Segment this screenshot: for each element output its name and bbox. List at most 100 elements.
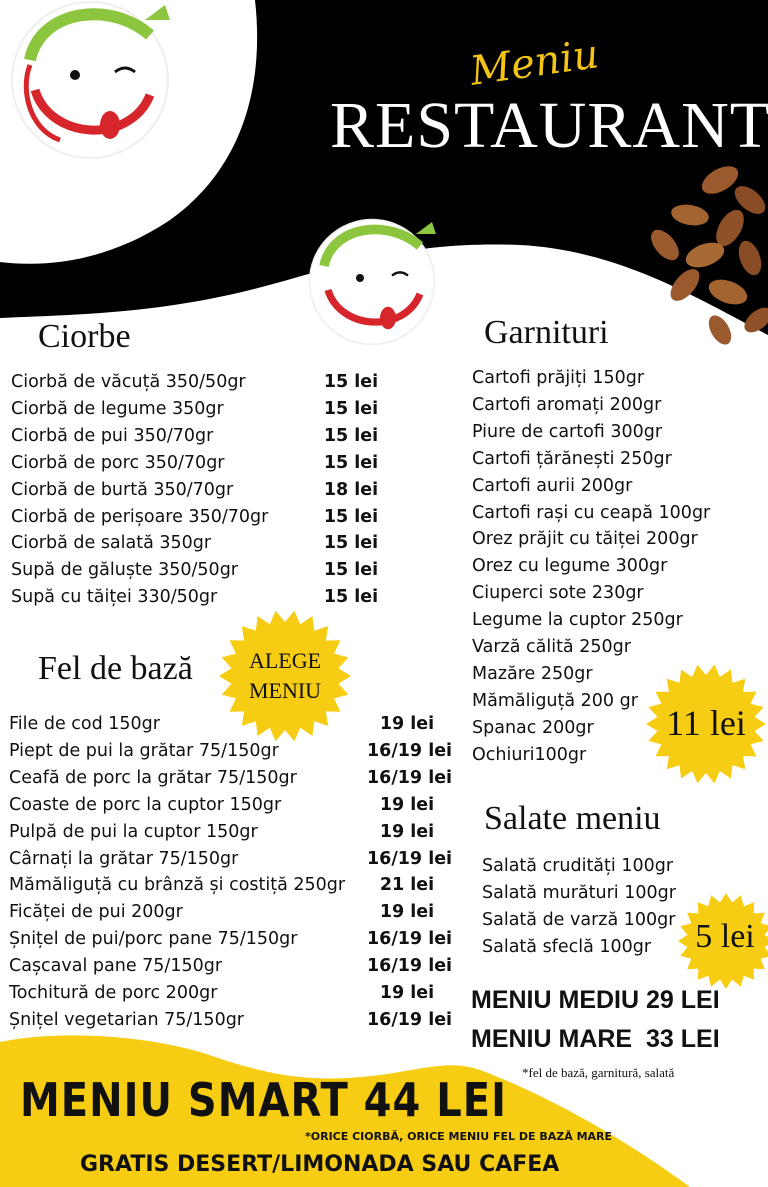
menu-item: Cartofi țărănești 250gr xyxy=(472,446,710,473)
item-name: Ochiuri100gr xyxy=(472,744,587,765)
item-name: Ciorbă de perișoare 350/70gr xyxy=(11,506,269,527)
menu-item: Supă de găluște 350/50gr 15 lei xyxy=(11,557,391,584)
item-price: 19 lei xyxy=(379,983,435,1004)
item-name: Cartofi aurii 200gr xyxy=(472,475,633,496)
item-price: 15 lei xyxy=(323,372,379,392)
menu-item: Piept de pui la grătar 75/150gr 16/19 lei xyxy=(9,738,453,765)
item-name: Orez cu legume 300gr xyxy=(472,556,668,577)
menu-item: Salată murături 100gr xyxy=(482,880,676,907)
almonds-image xyxy=(651,166,768,345)
page-title: RESTAURANT xyxy=(330,89,768,162)
item-name: Cârnați la grătar 75/150gr xyxy=(9,848,239,869)
alege-meniu-badge: ALEGE MENIU xyxy=(232,646,338,706)
item-name: Salată crudități 100gr xyxy=(482,856,674,876)
menu-item: Piure de cartofi 300gr xyxy=(472,419,710,446)
menu-item: Ciorbă de pui 350/70gr 15 lei xyxy=(11,423,391,450)
menu-item: Ceafă de porc la grătar 75/150gr 16/19 le… xyxy=(9,765,453,792)
item-name: Șnițel vegetarian 75/150gr xyxy=(9,1009,245,1030)
item-price: 16/19 lei xyxy=(367,956,453,977)
menu-item: Spanac 200gr xyxy=(472,715,710,742)
item-price: 16/19 lei xyxy=(367,1009,453,1030)
meniu-smart-note: *ORICE CIORBĂ, ORICE MENIU FEL DE BAZĂ M… xyxy=(305,1130,613,1143)
menu-item: Ciorbă de burtă 350/70gr 18 lei xyxy=(11,477,391,504)
item-name: Ciorbă de salată 350gr xyxy=(11,533,212,554)
item-name: Ciorbă de văcuță 350/50gr xyxy=(11,372,246,392)
item-name: Ciorbă de pui 350/70gr xyxy=(11,425,214,446)
item-name: Pulpă de pui la cuptor 150gr xyxy=(9,821,258,842)
menu-item: Pulpă de pui la cuptor 150gr 19 lei xyxy=(9,819,447,846)
item-name: File de cod 150gr xyxy=(9,714,160,734)
menu-item: Ciorbă de văcuță 350/50gr 15 lei xyxy=(11,369,391,396)
menu-item: File de cod 150gr 19 lei xyxy=(9,711,447,738)
alege-meniu-burst xyxy=(219,610,351,742)
item-name: Supă cu tăiței 330/50gr xyxy=(11,587,218,608)
item-price: 16/19 lei xyxy=(367,740,453,761)
salate-price-burst xyxy=(678,893,768,989)
menu-item: Șnițel vegetarian 75/150gr 16/19 lei xyxy=(9,1007,453,1034)
meniu-mare: MENIU MARE 33 LEI xyxy=(471,1025,720,1053)
menu-item: Ficăței de pui 200gr 19 lei xyxy=(9,899,447,926)
item-price: 19 lei xyxy=(379,902,435,923)
item-name: Tochitură de porc 200gr xyxy=(9,983,218,1004)
menu-item: Cartofi rași cu ceapă 100gr xyxy=(472,500,710,527)
menu-item: Ochiuri100gr xyxy=(472,742,710,769)
item-name: Cartofi rași cu ceapă 100gr xyxy=(472,502,711,523)
item-price: 15 lei xyxy=(323,398,379,419)
item-name: Cartofi prăjiți 150gr xyxy=(472,368,645,388)
item-price: 19 lei xyxy=(379,714,435,734)
menu-item: Ciorbă de legume 350gr 15 lei xyxy=(11,396,391,423)
menu-item: Ciorbă de porc 350/70gr 15 lei xyxy=(11,450,391,477)
item-name: Ciorbă de legume 350gr xyxy=(11,398,224,419)
item-name: Ficăței de pui 200gr xyxy=(9,902,183,923)
yellow-footer-shape xyxy=(0,1035,690,1187)
menu-item: Șnițel de pui/porc pane 75/150gr 16/19 le… xyxy=(9,926,452,953)
fel-de-baza-list: File de cod 150gr 19 lei Piept de pui la g… xyxy=(9,711,453,1034)
item-price: 16/19 lei xyxy=(367,848,453,869)
item-price: 21 lei xyxy=(379,875,435,896)
item-price: 15 lei xyxy=(323,587,379,608)
menu-item: Coaste de porc la cuptor 150gr 19 lei xyxy=(9,792,447,819)
menu-item: Mămăliguță 200 gr xyxy=(472,688,710,715)
meniu-smart-bonus: GRATIS DESERT/LIMONADA SAU CAFEA xyxy=(80,1152,560,1177)
badge-line: MENIU xyxy=(248,678,322,703)
item-name: Ciorbă de burtă 350/70gr xyxy=(11,479,234,500)
salate-price-badge: 5 lei xyxy=(695,918,755,955)
item-price: 15 lei xyxy=(323,506,379,527)
meniu-mediu: MENIU MEDIU 29 LEI xyxy=(471,986,720,1014)
menu-item: Cartofi aromați 200gr xyxy=(472,392,710,419)
logo-face-center xyxy=(308,218,436,346)
garnituri-heading: Garnituri xyxy=(484,314,609,351)
item-price: 16/19 lei xyxy=(367,767,453,788)
item-name: Mămăliguță 200 gr xyxy=(472,690,638,711)
item-name: Spanac 200gr xyxy=(472,717,594,738)
menu-item: Salată de varză 100gr xyxy=(482,907,676,934)
menu-note: *fel de bază, garnitură, salată xyxy=(522,1065,675,1080)
item-name: Salată murături 100gr xyxy=(482,882,676,903)
ciorbe-heading: Ciorbe xyxy=(38,318,131,355)
item-price: 19 lei xyxy=(379,794,435,815)
menu-item: Mazăre 250gr xyxy=(472,661,710,688)
item-name: Salată de varză 100gr xyxy=(482,909,676,930)
menu-item: Varză călită 250gr xyxy=(472,634,710,661)
menu-item: Orez prăjit cu tăiței 200gr xyxy=(472,526,710,553)
menu-item: Cartofi prăjiți 150gr xyxy=(472,365,710,392)
item-name: Coaste de porc la cuptor 150gr xyxy=(9,794,282,815)
item-price: 18 lei xyxy=(323,479,379,500)
item-price: 15 lei xyxy=(323,425,379,446)
meniu-smart-title: MENIU SMART 44 LEI xyxy=(20,1074,507,1128)
menu-item: Salată crudități 100gr xyxy=(482,853,676,880)
menu-item: Cașcaval pane 75/150gr 16/19 lei xyxy=(9,953,453,980)
item-name: Varză călită 250gr xyxy=(472,637,631,658)
salate-heading: Salate meniu xyxy=(484,800,661,837)
garnituri-price-burst xyxy=(646,664,766,784)
item-name: Ceafă de porc la grătar 75/150gr xyxy=(9,767,297,788)
menu-item: Mămăliguță cu brânză și costiță 250gr 21 … xyxy=(9,872,447,899)
item-price: 19 lei xyxy=(379,821,435,842)
item-name: Ciorbă de porc 350/70gr xyxy=(11,452,225,473)
badge-line: ALEGE xyxy=(248,648,322,673)
item-name: Legume la cuptor 250gr xyxy=(472,610,683,631)
item-name: Orez prăjit cu tăiței 200gr xyxy=(472,529,698,550)
logo-face-top xyxy=(11,1,170,159)
item-name: Ciuperci sote 230gr xyxy=(472,583,644,604)
item-name: Mămăliguță cu brânză și costiță 250gr xyxy=(9,875,346,896)
